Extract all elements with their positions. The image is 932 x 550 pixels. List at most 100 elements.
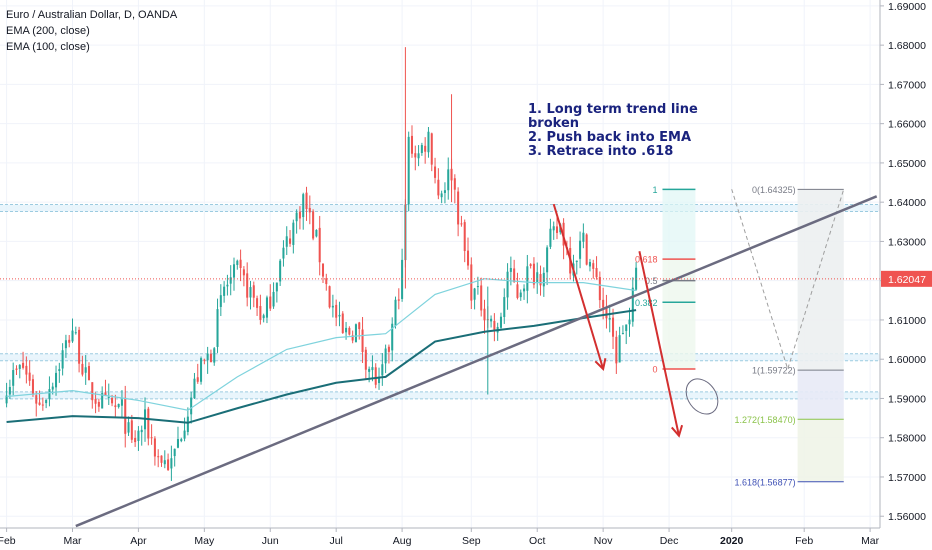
note-line: 1. Long term trend line: [528, 102, 698, 117]
fib-ext-level-label: 1.272(1.58470): [735, 415, 796, 425]
candle-body: [28, 372, 31, 381]
candle-body: [384, 348, 387, 364]
candle-body: [308, 207, 311, 213]
candle-body: [51, 386, 54, 390]
candle-body: [170, 458, 173, 469]
fib-ext-zone: [797, 419, 844, 482]
candle-body: [5, 395, 8, 404]
candle-body: [473, 288, 476, 300]
candle-body: [213, 348, 216, 363]
current-price-label: 1.62047: [888, 274, 926, 286]
price-tick-label: 1.65000: [888, 158, 926, 170]
candle-body: [232, 264, 236, 278]
candle-body: [318, 227, 321, 263]
candle-body: [68, 339, 71, 343]
candle-body: [371, 367, 374, 371]
candle-body: [206, 353, 209, 361]
candle-body: [476, 286, 479, 288]
candle-body: [378, 376, 381, 384]
candle-body: [523, 288, 526, 292]
candle-body: [499, 316, 502, 328]
fib-zone: [662, 189, 696, 260]
time-tick-label: Jun: [262, 535, 279, 547]
candle-body: [381, 364, 384, 376]
price-tick-label: 1.58000: [888, 433, 926, 445]
candle-body: [351, 335, 354, 341]
candle-body: [420, 145, 423, 153]
down-arrow-head: [594, 358, 607, 372]
candle-body: [147, 408, 150, 439]
candle-body: [279, 260, 282, 282]
ema200-line: [6, 309, 637, 424]
candle-body: [226, 284, 229, 287]
candle-body: [127, 422, 130, 433]
candle-body: [519, 292, 522, 298]
candle-body: [542, 272, 545, 287]
fib-ext-level-label: 0(1.64325): [752, 185, 796, 195]
candle-body: [295, 212, 298, 222]
candle-body: [41, 404, 44, 406]
candle-body: [223, 286, 226, 296]
time-tick-label: Sep: [462, 535, 481, 547]
candle-body: [74, 332, 77, 334]
candle-body: [555, 226, 559, 233]
candle-body: [427, 131, 430, 153]
candle-body: [38, 402, 41, 405]
candle-body: [410, 135, 414, 154]
symbol-title: Euro / Australian Dollar, D, OANDA: [6, 9, 178, 21]
candle-body: [631, 287, 634, 322]
current-price-badge: [881, 270, 932, 287]
candle-body: [216, 309, 219, 347]
candle-body: [364, 349, 367, 370]
candle-body: [546, 247, 549, 273]
candle-body: [387, 346, 390, 352]
candle-body: [509, 268, 512, 272]
candle-body: [249, 287, 252, 298]
candle-body: [612, 317, 615, 337]
candle-body: [259, 306, 262, 320]
candle-body: [114, 405, 117, 408]
time-tick-label: Mar: [63, 535, 82, 547]
candle-body: [615, 336, 618, 364]
candle-body: [242, 269, 245, 276]
price-tick-label: 1.57000: [888, 472, 926, 484]
candle-body: [618, 335, 621, 363]
candle-body: [532, 263, 535, 285]
time-tick-label: Dec: [660, 535, 679, 547]
candle-body: [493, 320, 496, 331]
time-tick-label: Feb: [0, 535, 16, 547]
candle-body: [516, 284, 519, 298]
candle-body: [480, 285, 483, 311]
candle-body: [265, 297, 268, 318]
fib-level-label: 1: [652, 185, 657, 195]
candle-body: [150, 437, 153, 439]
note-line: broken: [528, 116, 580, 131]
candle-body: [490, 318, 493, 322]
candle-body: [335, 304, 338, 318]
candle-body: [91, 382, 94, 401]
candle-body: [239, 259, 242, 268]
candle-body: [575, 260, 578, 262]
candle-body: [397, 299, 400, 301]
candle-body: [289, 238, 292, 244]
candle-body: [440, 193, 443, 198]
candle-body: [120, 399, 123, 406]
candle-body: [282, 247, 285, 259]
candle-body: [167, 459, 170, 470]
candle-body: [252, 285, 255, 298]
time-tick-label: Oct: [529, 535, 545, 547]
ema100-legend: EMA (100, close): [6, 41, 90, 53]
fib-ext-zone: [797, 189, 844, 371]
candle-body: [315, 229, 318, 237]
fib-level-label: 0.618: [635, 255, 658, 265]
candle-body: [117, 403, 120, 408]
candle-body: [12, 370, 15, 386]
candle-body: [430, 133, 433, 165]
candle-body: [325, 278, 328, 285]
sr-zone: [0, 204, 880, 212]
candle-body: [190, 397, 193, 415]
candle-body: [18, 364, 21, 369]
candle-body: [196, 377, 199, 382]
target-ellipse: [685, 378, 719, 415]
